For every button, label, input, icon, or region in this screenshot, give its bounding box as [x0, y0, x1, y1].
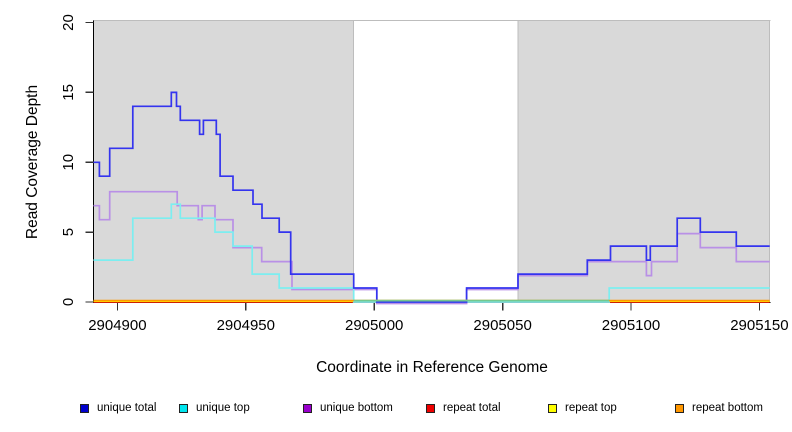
legend-label-unique-top: unique top [196, 402, 250, 414]
legend-label-unique-total: unique total [97, 402, 157, 414]
legend-swatch-repeat-total [426, 404, 435, 413]
legend-swatch-unique-top [179, 404, 188, 413]
shaded-region-0 [93, 20, 355, 303]
x-axis-title: Coordinate in Reference Genome [316, 359, 548, 376]
series-unique-top-line [93, 203, 770, 303]
legend-swatch-unique-total [80, 404, 89, 413]
y-axis-title: Read Coverage Depth [24, 84, 41, 240]
series-unique-total-line [93, 91, 770, 303]
x-tick-label: 2905100 [602, 317, 660, 334]
x-tick-label: 2905150 [730, 317, 788, 334]
legend-label-repeat-top: repeat top [565, 402, 617, 414]
legend-label-repeat-bottom: repeat bottom [692, 402, 763, 414]
legend-swatch-unique-bottom [303, 404, 312, 413]
y-tick-label: 0 [60, 298, 77, 306]
x-tick-label: 2904900 [88, 317, 146, 334]
x-tick-label: 2905050 [473, 317, 531, 334]
legend-label-unique-bottom: unique bottom [320, 402, 393, 414]
legend-swatch-repeat-top [548, 404, 557, 413]
y-tick-label: 5 [60, 228, 77, 236]
legend-swatch-repeat-bottom [675, 404, 684, 413]
legend-label-repeat-total: repeat total [443, 402, 501, 414]
x-tick-label: 2905000 [345, 317, 403, 334]
x-tick-label: 2904950 [217, 317, 275, 334]
shaded-region-1 [517, 20, 771, 303]
y-tick-label: 20 [60, 14, 77, 31]
y-tick-label: 10 [60, 154, 77, 171]
y-tick-label: 15 [60, 84, 77, 101]
